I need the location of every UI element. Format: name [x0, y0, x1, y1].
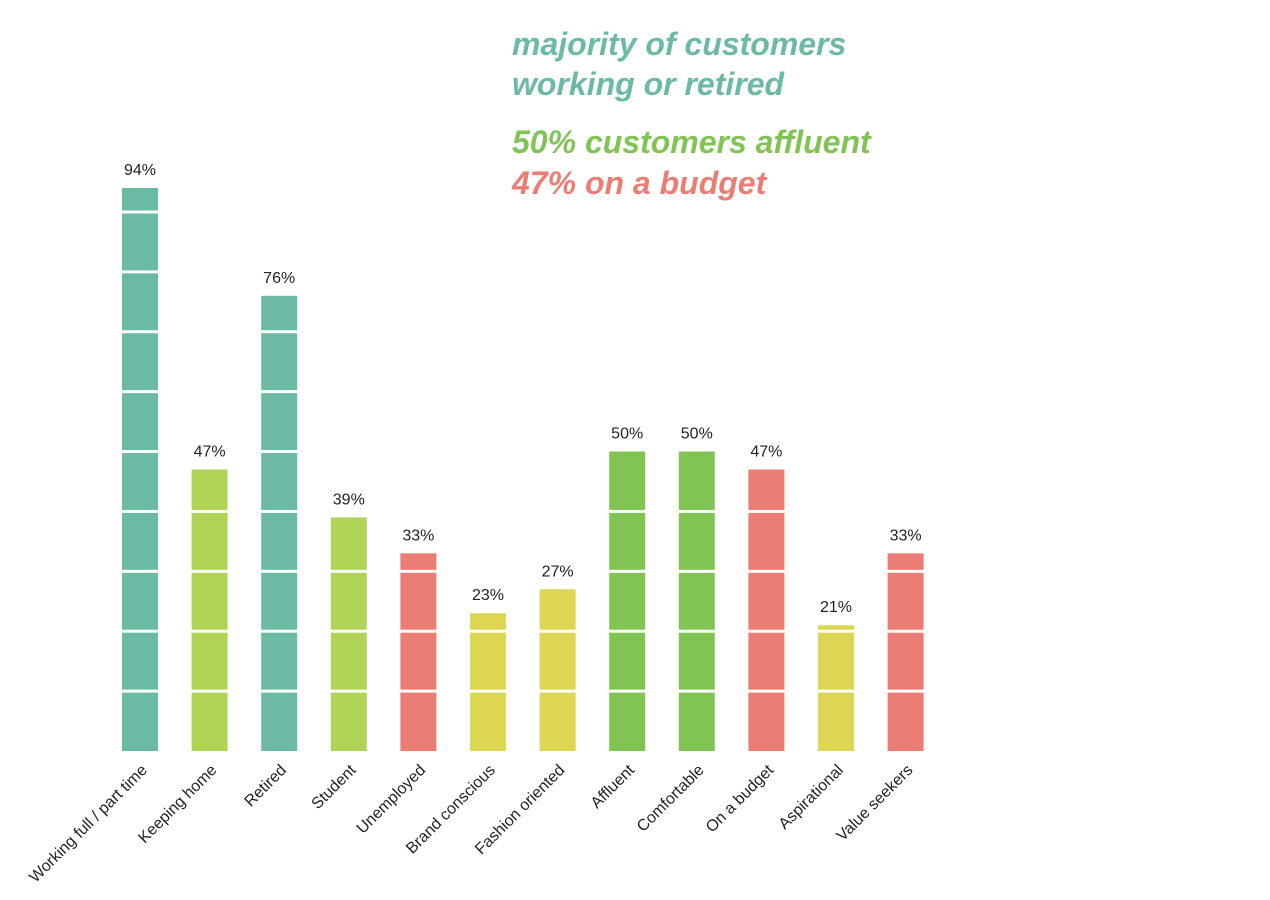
bar	[539, 589, 576, 751]
value-label: 50%	[611, 426, 643, 443]
headline-main-line2: working or retired	[512, 66, 785, 102]
bar-segment-divider	[329, 629, 368, 633]
bar-segment-divider	[399, 629, 438, 633]
bar	[122, 188, 158, 751]
bar-segment-divider	[677, 629, 716, 633]
bar-segment-divider	[747, 569, 786, 573]
bar	[678, 451, 715, 751]
bar-segment-divider	[608, 689, 647, 693]
category-label: Retired	[242, 762, 290, 810]
bar-segment-divider	[121, 210, 159, 214]
bar	[330, 517, 367, 751]
bar-segment-divider	[608, 569, 647, 573]
bar-segment-divider	[538, 689, 577, 693]
bar-segment-divider	[469, 689, 507, 693]
bar-segment-divider	[886, 629, 925, 633]
bar-segment-divider	[121, 569, 159, 573]
value-label: 33%	[402, 527, 434, 544]
bar-segment-divider	[608, 629, 647, 633]
bar-segment-divider	[677, 509, 716, 513]
bar-segment-divider	[260, 450, 299, 454]
bar-segment-divider	[260, 689, 299, 693]
category-label: Aspirational	[776, 762, 847, 833]
category-label: Comfortable	[634, 762, 708, 836]
value-label: 23%	[472, 587, 504, 604]
bar-segment-divider	[190, 569, 229, 573]
bar-segment-divider	[260, 509, 299, 513]
bar	[191, 469, 228, 751]
bar	[261, 295, 298, 751]
bar	[748, 469, 785, 751]
value-label: 27%	[542, 563, 574, 580]
category-label: On a budget	[703, 761, 778, 836]
bar-segment-divider	[886, 689, 925, 693]
bar-segment-divider	[329, 569, 368, 573]
bar-segment-divider	[399, 569, 438, 573]
headline-budget: 47% on a budget	[512, 165, 767, 201]
bar	[400, 553, 437, 751]
bar-segment-divider	[538, 629, 577, 633]
bar-segment-divider	[747, 509, 786, 513]
bar-segment-divider	[121, 450, 159, 454]
bar-segment-divider	[260, 330, 299, 334]
category-label: Unemployed	[354, 762, 430, 838]
category-label: Student	[309, 761, 360, 812]
bar-segment-divider	[817, 629, 855, 633]
bar-segment-divider	[121, 390, 159, 394]
value-label: 50%	[681, 426, 713, 443]
headline-affluent: 50% customers affluent	[512, 124, 871, 160]
bar-segment-divider	[260, 629, 299, 633]
bar-segment-divider	[747, 629, 786, 633]
value-label: 94%	[124, 162, 156, 179]
bar-segment-divider	[817, 689, 855, 693]
bar-segment-divider	[190, 629, 229, 633]
category-label: Working full / part time	[26, 762, 150, 886]
bar-segment-divider	[121, 509, 159, 513]
bar-segment-divider	[190, 509, 229, 513]
bar-segment-divider	[886, 569, 925, 573]
bar-segment-divider	[399, 689, 438, 693]
value-label: 47%	[194, 444, 226, 461]
value-label: 76%	[263, 270, 295, 287]
value-label: 21%	[820, 599, 852, 616]
bar-segment-divider	[677, 569, 716, 573]
bar	[887, 553, 924, 751]
category-label: Affluent	[588, 761, 639, 812]
headline-main: majority of customers working or retired	[512, 24, 846, 104]
bar-segment-divider	[747, 689, 786, 693]
bar-segment-divider	[190, 689, 229, 693]
bar-segment-divider	[121, 270, 159, 274]
bar-segment-divider	[677, 689, 716, 693]
bar-segment-divider	[121, 330, 159, 334]
bar-segment-divider	[260, 569, 299, 573]
value-label: 33%	[890, 527, 922, 544]
bar-segment-divider	[329, 689, 368, 693]
value-label: 47%	[750, 444, 782, 461]
bar-segment-divider	[260, 390, 299, 394]
bar-segment-divider	[121, 689, 159, 693]
bar-segment-divider	[121, 629, 159, 633]
bar	[609, 451, 646, 751]
headline-main-line1: majority of customers	[512, 26, 847, 62]
bar-segment-divider	[469, 629, 507, 633]
bar	[470, 613, 506, 751]
value-label: 39%	[333, 491, 365, 508]
bar-segment-divider	[608, 509, 647, 513]
bar	[818, 625, 854, 751]
